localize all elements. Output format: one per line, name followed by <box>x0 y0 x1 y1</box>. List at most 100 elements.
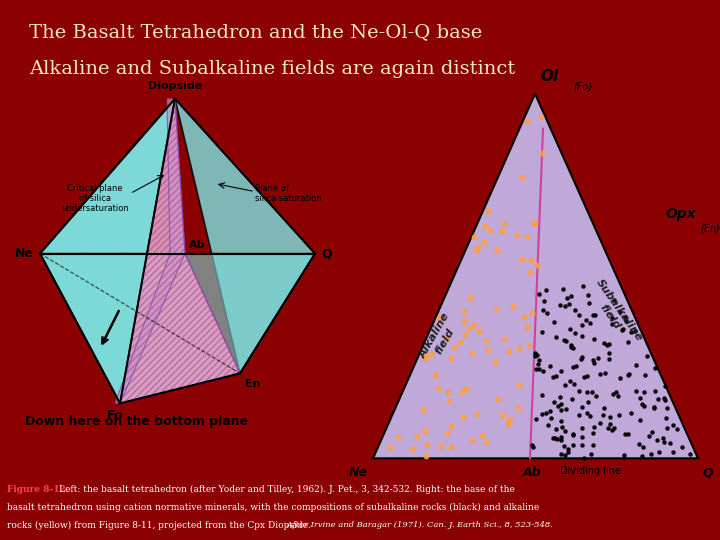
Point <box>556 422 567 431</box>
Point <box>480 222 491 231</box>
Point <box>585 449 597 458</box>
Point <box>528 219 540 227</box>
Point <box>604 413 616 421</box>
Point <box>541 408 552 417</box>
Point <box>531 261 543 269</box>
Point <box>671 425 683 434</box>
Text: Dividing line: Dividing line <box>560 467 621 476</box>
Point <box>545 414 557 422</box>
Point <box>608 296 619 305</box>
Point <box>498 334 509 343</box>
Point <box>554 301 566 310</box>
Point <box>421 441 433 449</box>
Point <box>589 311 600 320</box>
Point <box>612 392 624 400</box>
Point <box>529 219 541 227</box>
Point <box>564 300 575 308</box>
Point <box>555 406 567 415</box>
Point <box>637 442 649 451</box>
Point <box>507 302 518 310</box>
Point <box>606 314 618 323</box>
Point <box>622 338 634 347</box>
Text: Ne: Ne <box>349 467 368 480</box>
Point <box>587 441 598 449</box>
Point <box>587 356 598 364</box>
Text: (Fo): (Fo) <box>573 82 592 92</box>
Point <box>603 355 615 363</box>
Point <box>564 325 575 334</box>
Point <box>638 402 649 410</box>
Point <box>536 410 548 418</box>
Point <box>521 117 533 125</box>
Point <box>576 353 588 362</box>
Point <box>469 233 480 241</box>
Point <box>547 434 559 442</box>
Polygon shape <box>40 253 315 403</box>
Text: rocks (yellow) from Figure 8-11, projected from the Cpx Diopside.: rocks (yellow) from Figure 8-11, project… <box>7 521 311 530</box>
Point <box>582 291 594 299</box>
Point <box>581 388 593 397</box>
Point <box>574 411 585 420</box>
Point <box>622 429 634 438</box>
Point <box>561 336 572 345</box>
Point <box>523 341 535 349</box>
Point <box>587 311 598 320</box>
Point <box>559 381 571 389</box>
Point <box>598 403 610 412</box>
Text: Figure 8-12.: Figure 8-12. <box>7 485 69 494</box>
Point <box>459 317 470 326</box>
Point <box>502 420 513 428</box>
Point <box>549 398 560 407</box>
Point <box>649 387 661 395</box>
Point <box>636 452 648 461</box>
Point <box>547 373 559 381</box>
Point <box>581 372 593 381</box>
Point <box>543 421 554 429</box>
Point <box>685 450 696 458</box>
Point <box>619 313 631 322</box>
Point <box>585 412 596 421</box>
Point <box>594 369 606 378</box>
Point <box>567 363 578 372</box>
Point <box>558 336 570 345</box>
Text: Left: the basalt tetrahedron (after Yoder and Tilley, 1962). J. Pet., 3, 342-532: Left: the basalt tetrahedron (after Yode… <box>59 485 515 494</box>
Point <box>577 424 588 433</box>
Point <box>492 394 504 403</box>
Point <box>590 392 602 401</box>
Point <box>603 349 614 357</box>
Point <box>411 432 423 441</box>
Point <box>544 361 555 370</box>
Point <box>441 333 453 342</box>
Point <box>449 343 460 352</box>
Polygon shape <box>120 99 240 403</box>
Point <box>530 349 541 357</box>
Point <box>472 409 483 418</box>
Point <box>588 358 599 367</box>
Point <box>562 444 573 453</box>
Point <box>569 328 580 337</box>
Point <box>513 381 525 389</box>
Point <box>583 299 595 307</box>
Text: After Irvine and Baragar (1971). Can. J. Earth Sci., 8, 523-548.: After Irvine and Baragar (1971). Can. J.… <box>284 521 553 529</box>
Point <box>555 416 567 425</box>
Point <box>482 207 494 215</box>
Point <box>432 384 444 393</box>
Point <box>419 427 431 435</box>
Point <box>551 333 562 341</box>
Point <box>578 373 590 381</box>
Point <box>513 343 525 352</box>
Point <box>518 312 530 321</box>
Text: Opx: Opx <box>665 207 696 220</box>
Point <box>536 328 548 336</box>
Point <box>657 434 669 442</box>
Point <box>567 430 578 439</box>
Point <box>566 395 577 404</box>
Point <box>598 411 609 420</box>
Point <box>602 424 613 433</box>
Point <box>667 421 679 429</box>
Point <box>549 434 561 442</box>
Point <box>619 430 631 438</box>
Point <box>482 346 493 354</box>
Point <box>527 443 539 451</box>
Point <box>472 243 484 252</box>
